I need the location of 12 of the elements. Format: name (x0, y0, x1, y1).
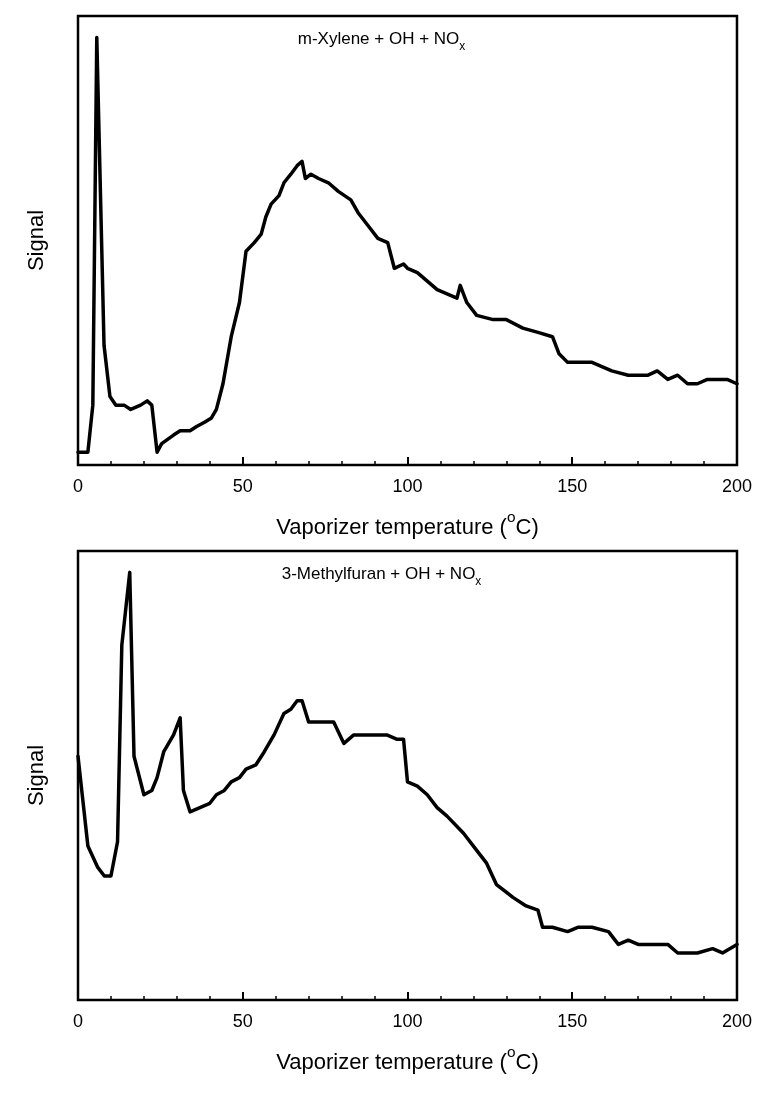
x-tick-label: 150 (557, 1011, 588, 1031)
x-tick-label: 50 (232, 476, 253, 496)
x-tick-label: 200 (721, 476, 753, 496)
x-tick-label: 150 (557, 476, 588, 496)
y-axis-title: Signal (22, 209, 48, 272)
x-tick-label: 0 (72, 1011, 84, 1031)
x-tick-label: 0 (72, 476, 84, 496)
x-tick-label: 100 (392, 476, 423, 496)
x-tick-label: 100 (392, 1011, 423, 1031)
y-axis-title: Signal (22, 744, 48, 807)
x-tick-label: 50 (232, 1011, 253, 1031)
x-tick-label: 200 (721, 1011, 753, 1031)
